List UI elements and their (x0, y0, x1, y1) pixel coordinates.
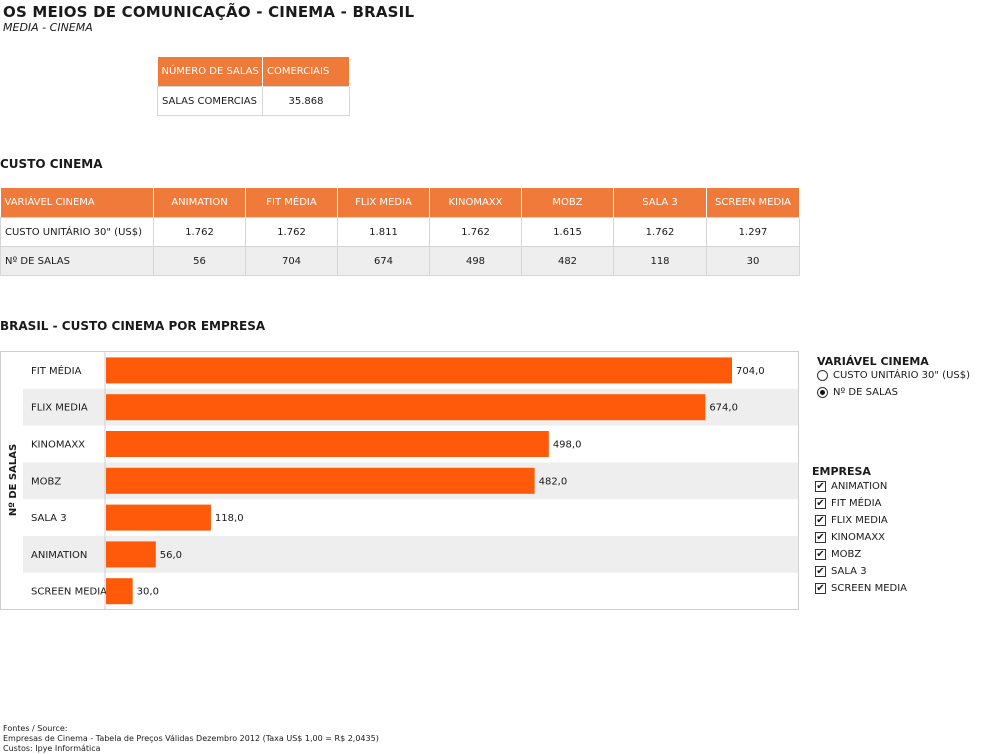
checkbox-checked-icon[interactable]: ✔ (815, 566, 826, 577)
salas-row-label: SALAS COMERCIAS (157, 86, 263, 116)
radio-button[interactable] (817, 370, 828, 381)
radio-num-salas[interactable]: Nº DE SALAS (817, 387, 898, 398)
table-row: SALAS COMERCIAS 35.868 (157, 86, 350, 116)
category-label: SCREEN MEDIA (31, 587, 107, 598)
custo-header-fit-media: FIT MÉDIA (245, 188, 338, 218)
table-cell: 1.615 (521, 217, 614, 247)
table-cell: 1.762 (613, 217, 707, 247)
table-row: Nº DE SALAS 56 704 674 498 482 118 30 (0, 246, 800, 276)
checkbox-checked-icon[interactable]: ✔ (815, 532, 826, 543)
checkbox-label: KINOMAXX (831, 532, 886, 543)
checkbox-fit-media[interactable]: ✔ FIT MÉDIA (815, 498, 881, 509)
salas-header-numero: NÚMERO DE SALAS (157, 57, 263, 87)
custo-header-kinomaxx: KINOMAXX (429, 188, 522, 218)
empresa-filter-title: EMPRESA (812, 465, 871, 478)
data-label: 498,0 (553, 440, 582, 451)
data-label: 674,0 (709, 403, 738, 414)
checkbox-label: FIT MÉDIA (831, 498, 882, 509)
category-label: FIT MÉDIA (31, 364, 82, 377)
custo-header-animation: ANIMATION (153, 188, 246, 218)
salas-table: NÚMERO DE SALAS COMERCIAIS SALAS COMERCI… (157, 57, 350, 116)
data-label: 704,0 (736, 366, 765, 377)
checkbox-label: SCREEN MEDIA (831, 583, 908, 594)
table-cell: 56 (153, 246, 246, 276)
radio-custo-unitario[interactable]: CUSTO UNITÁRIO 30" (US$) (817, 370, 970, 381)
bar (106, 467, 535, 494)
custo-header-sala-3: SALA 3 (613, 188, 707, 218)
checkbox-label: MOBZ (831, 549, 862, 560)
custo-section-title: CUSTO CINEMA (0, 157, 103, 171)
table-cell: 1.297 (706, 217, 800, 247)
salas-header-comerciais: COMERCIAIS (262, 57, 350, 87)
data-label: 482,0 (539, 476, 568, 487)
table-cell: 1.762 (429, 217, 522, 247)
custo-table: VARIÁVEL CINEMA ANIMATION FIT MÉDIA FLIX… (0, 188, 800, 276)
data-label: 30,0 (137, 587, 159, 598)
table-cell: 498 (429, 246, 522, 276)
bar (106, 578, 133, 605)
category-label: MOBZ (31, 476, 61, 487)
custo-header-flix-media: FLIX MEDIA (337, 188, 430, 218)
checkbox-sala-3[interactable]: ✔ SALA 3 (815, 566, 867, 577)
table-row: CUSTO UNITÁRIO 30" (US$) 1.762 1.762 1.8… (0, 217, 800, 247)
radio-label: Nº DE SALAS (833, 387, 898, 398)
footer-line: Empresas de Cinema - Tabela de Preços Vá… (3, 734, 379, 743)
checkbox-mobz[interactable]: ✔ MOBZ (815, 549, 861, 560)
checkbox-label: ANIMATION (831, 481, 888, 492)
table-cell: 30 (706, 246, 800, 276)
checkbox-screen-media[interactable]: ✔ SCREEN MEDIA (815, 583, 907, 594)
checkbox-label: FLIX MEDIA (831, 515, 888, 526)
custo-header-screen-media: SCREEN MEDIA (706, 188, 800, 218)
custo-header-row: VARIÁVEL CINEMA ANIMATION FIT MÉDIA FLIX… (0, 188, 800, 218)
bar-chart: FIT MÉDIA 704,0 FLIX MEDIA 674,0 KINOMAXX 498… (0, 351, 799, 610)
radio-button[interactable] (817, 387, 828, 398)
table-cell: Nº DE SALAS (0, 246, 154, 276)
table-cell: 674 (337, 246, 430, 276)
y-axis-title: Nº DE SALAS (8, 444, 19, 516)
data-label: 56,0 (160, 550, 182, 561)
custo-header-variavel: VARIÁVEL CINEMA (0, 188, 154, 218)
checkbox-checked-icon[interactable]: ✔ (815, 583, 826, 594)
bar (106, 394, 706, 421)
table-cell: 1.762 (245, 217, 338, 247)
table-cell: 118 (613, 246, 707, 276)
footer-line: Custos: Ipye Informática (3, 744, 101, 753)
page-subtitle: MEDIA - CINEMA (3, 21, 93, 34)
bar (106, 431, 549, 457)
page-title: OS MEIOS DE COMUNICAÇÃO - CINEMA - BRASI… (3, 3, 415, 21)
checkbox-flix-media[interactable]: ✔ FLIX MEDIA (815, 515, 888, 526)
footer-sources: Fontes / Source: Empresas de Cinema - Ta… (3, 724, 379, 754)
checkbox-checked-icon[interactable]: ✔ (815, 515, 826, 526)
footer-line: Fontes / Source: (3, 724, 68, 733)
data-label: 118,0 (215, 513, 244, 524)
bar-chart-svg: FIT MÉDIA 704,0 FLIX MEDIA 674,0 KINOMAXX 498… (8, 352, 798, 609)
checkbox-kinomaxx[interactable]: ✔ KINOMAXX (815, 532, 885, 543)
category-label: KINOMAXX (31, 440, 85, 451)
checkbox-checked-icon[interactable]: ✔ (815, 498, 826, 509)
checkbox-animation[interactable]: ✔ ANIMATION (815, 481, 887, 492)
table-cell: 1.811 (337, 217, 430, 247)
table-cell: 704 (245, 246, 338, 276)
table-cell: CUSTO UNITÁRIO 30" (US$) (0, 217, 154, 247)
checkbox-checked-icon[interactable]: ✔ (815, 549, 826, 560)
table-cell: 482 (521, 246, 614, 276)
bar (106, 541, 156, 568)
table-cell: 1.762 (153, 217, 246, 247)
bar (106, 504, 211, 531)
salas-row-value: 35.868 (262, 86, 350, 116)
checkbox-label: SALA 3 (831, 566, 867, 577)
category-label: ANIMATION (31, 550, 87, 561)
category-label: FLIX MEDIA (31, 403, 88, 414)
variable-filter-title: VARIÁVEL CINEMA (817, 355, 929, 368)
custo-header-mobz: MOBZ (521, 188, 614, 218)
radio-label: CUSTO UNITÁRIO 30" (US$) (833, 370, 971, 381)
checkbox-checked-icon[interactable]: ✔ (815, 481, 826, 492)
bar (106, 357, 732, 384)
category-label: SALA 3 (31, 513, 67, 524)
chart-section-title: BRASIL - CUSTO CINEMA POR EMPRESA (0, 319, 266, 333)
